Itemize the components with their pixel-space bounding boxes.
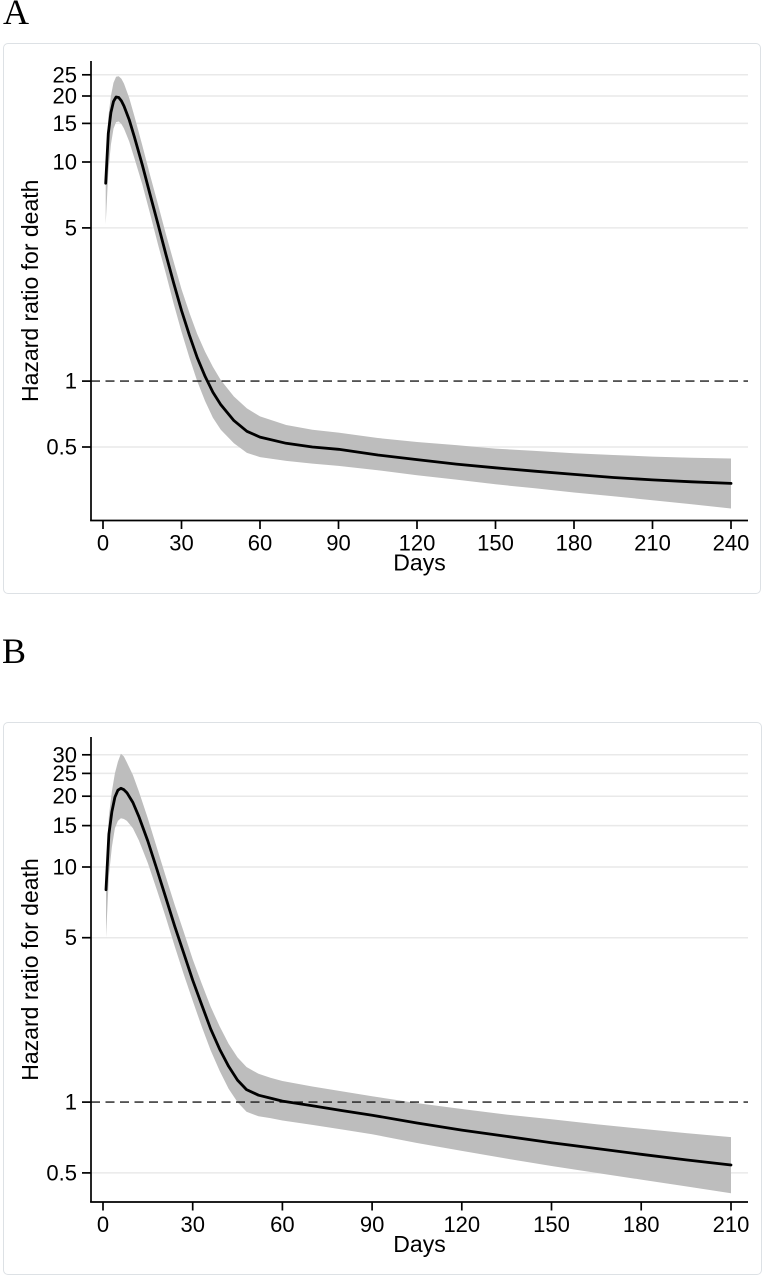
x-tick-label: 240 — [713, 531, 750, 556]
x-tick-label: 210 — [713, 1212, 750, 1237]
x-tick-label: 0 — [97, 531, 109, 556]
y-tick-label: 20 — [53, 784, 77, 809]
panel-b-label: B — [2, 631, 27, 671]
confidence-band — [106, 753, 731, 1194]
x-tick-label: 180 — [623, 1212, 660, 1237]
x-tick-label: 30 — [180, 1212, 204, 1237]
y-tick-label: 20 — [53, 84, 77, 109]
x-tick-label: 150 — [533, 1212, 570, 1237]
x-axis-label: Days — [393, 1231, 445, 1257]
confidence-band — [105, 76, 731, 509]
x-tick-label: 60 — [270, 1212, 294, 1237]
x-tick-label: 0 — [97, 1212, 109, 1237]
y-tick-label: 1 — [65, 369, 77, 394]
y-tick-label: 30 — [53, 742, 77, 767]
x-tick-label: 150 — [477, 531, 514, 556]
y-tick-label: 25 — [53, 62, 77, 87]
y-tick-label: 15 — [53, 111, 77, 136]
y-tick-label: 0.5 — [46, 435, 77, 460]
x-tick-label: 120 — [399, 531, 436, 556]
panel-b-chart: 0 30 60 90 120 150 180 2103025201510510.5DaysHa… — [17, 737, 749, 1257]
x-tick-label: 120 — [443, 1212, 480, 1237]
y-tick-label: 10 — [53, 150, 77, 175]
y-axis-label: Hazard ratio for death — [17, 180, 43, 402]
x-tick-label: 90 — [326, 531, 350, 556]
y-tick-label: 5 — [65, 215, 77, 240]
x-tick-label: 60 — [248, 531, 272, 556]
x-tick-label: 90 — [360, 1212, 384, 1237]
y-tick-label: 25 — [53, 761, 77, 786]
y-axis-label: Hazard ratio for death — [17, 858, 43, 1080]
x-tick-label: 210 — [634, 531, 671, 556]
y-tick-label: 10 — [53, 855, 77, 880]
y-tick-label: 0.5 — [46, 1160, 77, 1185]
x-axis-label: Days — [393, 550, 445, 576]
x-tick-label: 30 — [169, 531, 193, 556]
y-tick-label: 5 — [65, 925, 77, 950]
hazard-curve — [104, 95, 733, 485]
hazard-curve — [104, 786, 733, 1167]
y-tick-label: 15 — [53, 813, 77, 838]
x-tick-label: 180 — [556, 531, 593, 556]
panel-a-label: A — [3, 0, 29, 32]
y-tick-label: 1 — [65, 1090, 77, 1115]
